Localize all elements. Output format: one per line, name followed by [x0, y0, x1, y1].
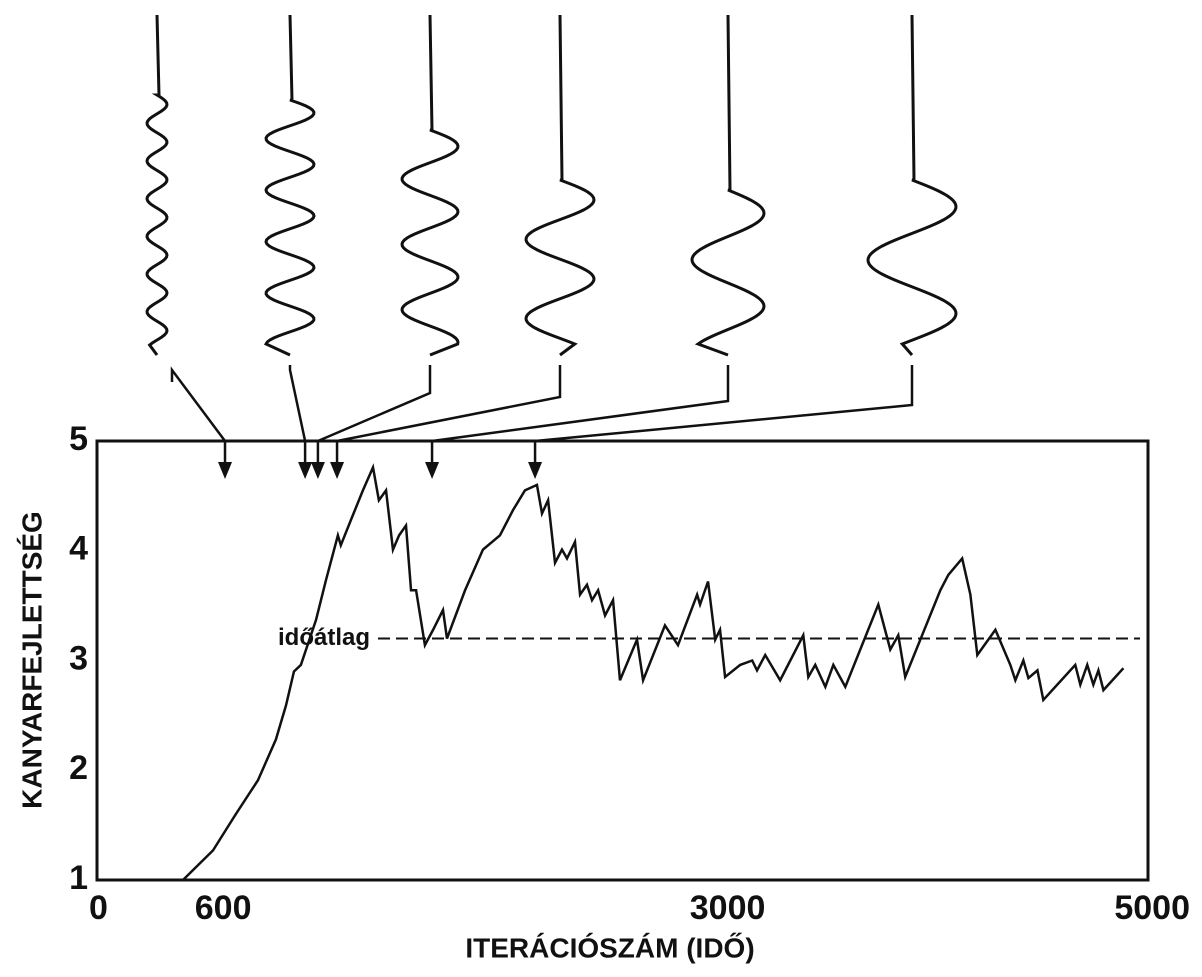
meander-snapshot	[524, 14, 596, 357]
meander-snapshot	[263, 14, 316, 357]
reference-label: időátlag	[278, 624, 370, 651]
y-axis-title: KANYARFEJLETTSÉG	[16, 511, 47, 809]
arrow-head	[298, 462, 313, 479]
leader-line	[336, 365, 562, 443]
meander-snapshot	[866, 14, 958, 356]
y-tick-label: 2	[69, 749, 88, 787]
x-axis-title: ITERÁCIÓSZÁM (IDŐ)	[465, 932, 754, 963]
leader-line	[431, 365, 730, 443]
x-tick-label: 600	[195, 889, 252, 927]
meander-snapshot	[400, 14, 460, 357]
arrow-head	[218, 462, 233, 479]
y-tick-label: 4	[69, 530, 88, 568]
plot-frame	[95, 439, 1150, 882]
meander-snapshot	[145, 14, 169, 356]
data-line	[182, 463, 1125, 881]
arrow-head	[310, 462, 325, 479]
leader-line	[170, 366, 227, 442]
meander-snapshot	[690, 14, 766, 357]
leader-line	[534, 365, 914, 443]
leader-line	[288, 365, 307, 442]
y-tick-label: 5	[69, 420, 88, 458]
arrow-head	[528, 462, 543, 479]
arrow-head	[425, 462, 440, 479]
x-tick-label: 5000	[1114, 889, 1190, 927]
y-tick-label: 3	[69, 639, 88, 677]
arrow-head	[330, 462, 345, 479]
x-tick-label: 3000	[690, 889, 766, 927]
x-tick-label: 0	[89, 889, 108, 927]
y-tick-label: 1	[69, 859, 88, 897]
leader-line	[317, 365, 432, 443]
